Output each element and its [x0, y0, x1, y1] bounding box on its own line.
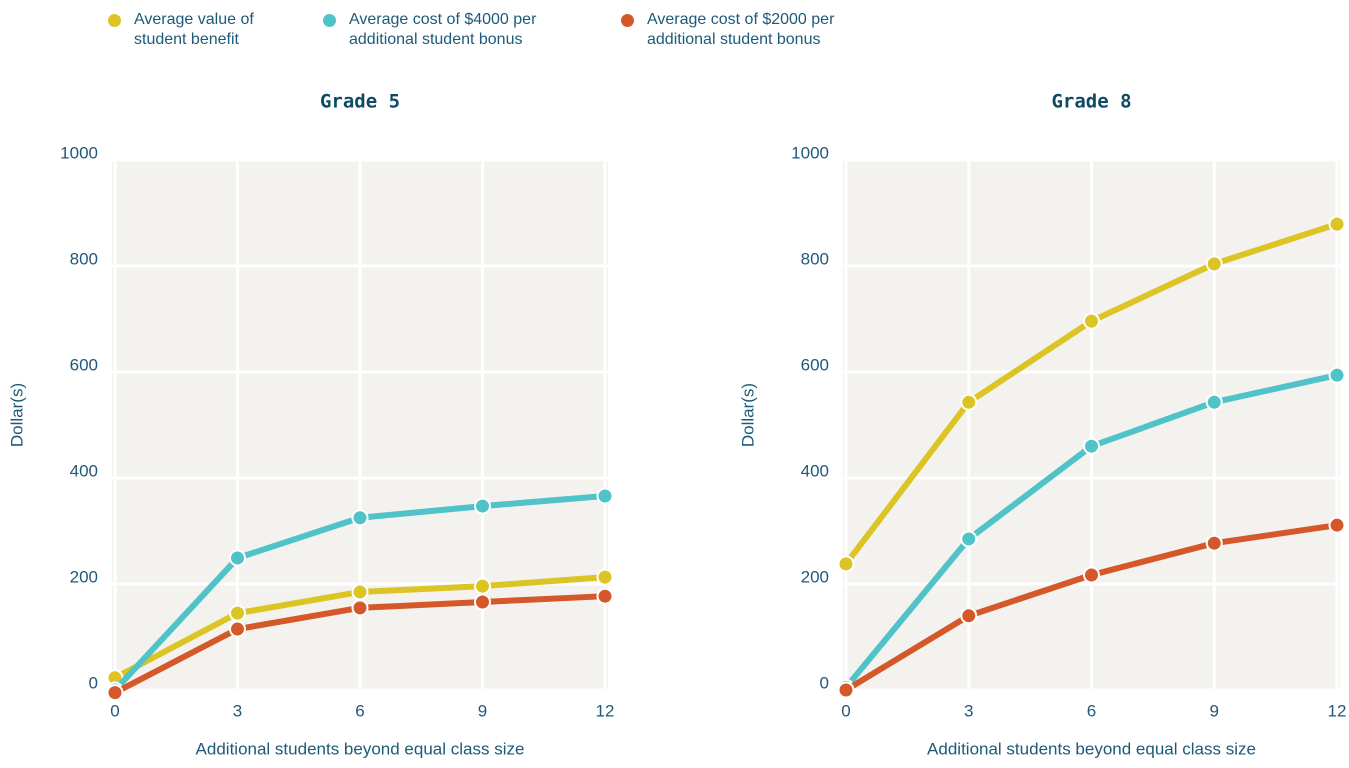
y-axis-label: Dollar(s)	[7, 383, 26, 447]
point	[960, 607, 978, 625]
x-tick-label: 0	[110, 701, 119, 720]
legend-label: Average cost of $4000 per additional stu…	[349, 11, 537, 48]
x-tick-label: 9	[478, 701, 487, 720]
point	[474, 497, 491, 515]
y-tick-label: 400	[801, 461, 829, 480]
point	[1328, 366, 1346, 384]
y-tick-label: 400	[70, 461, 98, 480]
point	[837, 555, 855, 573]
x-axis-label: Additional students beyond equal class s…	[927, 739, 1256, 758]
point	[474, 593, 491, 611]
point	[474, 577, 491, 595]
y-tick-label: 0	[89, 673, 98, 692]
point	[1328, 516, 1346, 534]
y-tick-label: 800	[70, 249, 98, 268]
point	[229, 620, 246, 638]
legend-item: Average value of student benefit	[108, 10, 304, 50]
point	[1083, 312, 1100, 330]
y-tick-label: 800	[801, 249, 829, 268]
x-tick-label: 12	[1328, 701, 1347, 720]
x-tick-label: 12	[596, 701, 615, 720]
y-tick-label: 200	[70, 567, 98, 586]
point	[351, 583, 369, 601]
point	[106, 684, 124, 702]
legend-dot	[621, 14, 634, 27]
x-tick-label: 3	[964, 701, 973, 720]
y-tick-label: 1000	[791, 143, 829, 162]
point	[1205, 393, 1223, 411]
point	[960, 393, 978, 411]
point	[351, 599, 369, 617]
legend-item: Average cost of $4000 per additional stu…	[323, 10, 609, 50]
legend-label: Average value of student benefit	[134, 11, 254, 48]
point	[1083, 437, 1100, 455]
y-axis-label: Dollar(s)	[738, 383, 757, 447]
legend-item: Average cost of $2000 per additional stu…	[621, 10, 907, 50]
point	[960, 530, 978, 548]
x-tick-label: 3	[233, 701, 242, 720]
y-tick-label: 600	[801, 355, 829, 374]
x-tick-label: 6	[1087, 701, 1096, 720]
legend-dot	[108, 14, 121, 27]
chart-title: Grade 5	[320, 91, 400, 113]
point	[596, 487, 614, 505]
x-tick-label: 9	[1210, 701, 1219, 720]
point	[1205, 534, 1223, 552]
point	[1205, 255, 1223, 273]
legend-dot	[323, 14, 336, 27]
y-tick-label: 600	[70, 355, 98, 374]
x-tick-label: 6	[355, 701, 364, 720]
point	[351, 509, 369, 527]
x-tick-label: 0	[841, 701, 850, 720]
point	[1083, 566, 1100, 584]
point	[596, 587, 614, 605]
y-tick-label: 200	[801, 567, 829, 586]
point	[837, 681, 855, 699]
point	[229, 549, 246, 567]
point	[1328, 215, 1346, 233]
point	[596, 568, 614, 586]
y-tick-label: 1000	[60, 143, 98, 162]
legend-label: Average cost of $2000 per additional stu…	[647, 11, 835, 48]
y-tick-label: 0	[820, 673, 829, 692]
chart-title: Grade 8	[1051, 91, 1131, 113]
x-axis-label: Additional students beyond equal class s…	[196, 739, 525, 758]
point	[229, 604, 246, 622]
